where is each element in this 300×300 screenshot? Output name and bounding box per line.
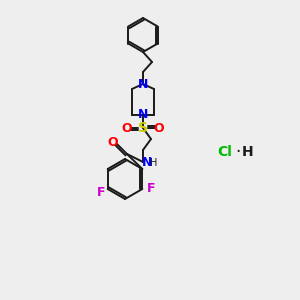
- Text: H: H: [150, 158, 158, 168]
- Text: O: O: [154, 122, 164, 134]
- Text: H: H: [242, 145, 254, 159]
- Text: F: F: [147, 182, 156, 194]
- Text: Cl: Cl: [218, 145, 232, 159]
- Text: N: N: [138, 77, 148, 91]
- Text: O: O: [108, 136, 118, 148]
- Text: O: O: [122, 122, 132, 134]
- Text: N: N: [138, 109, 148, 122]
- Text: N: N: [142, 155, 152, 169]
- Text: S: S: [138, 121, 148, 135]
- Text: ·: ·: [236, 143, 241, 161]
- Text: F: F: [96, 185, 105, 199]
